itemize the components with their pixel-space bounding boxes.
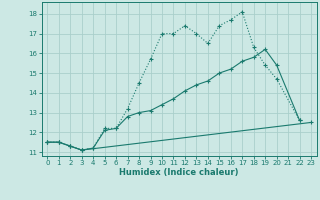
X-axis label: Humidex (Indice chaleur): Humidex (Indice chaleur) <box>119 168 239 177</box>
